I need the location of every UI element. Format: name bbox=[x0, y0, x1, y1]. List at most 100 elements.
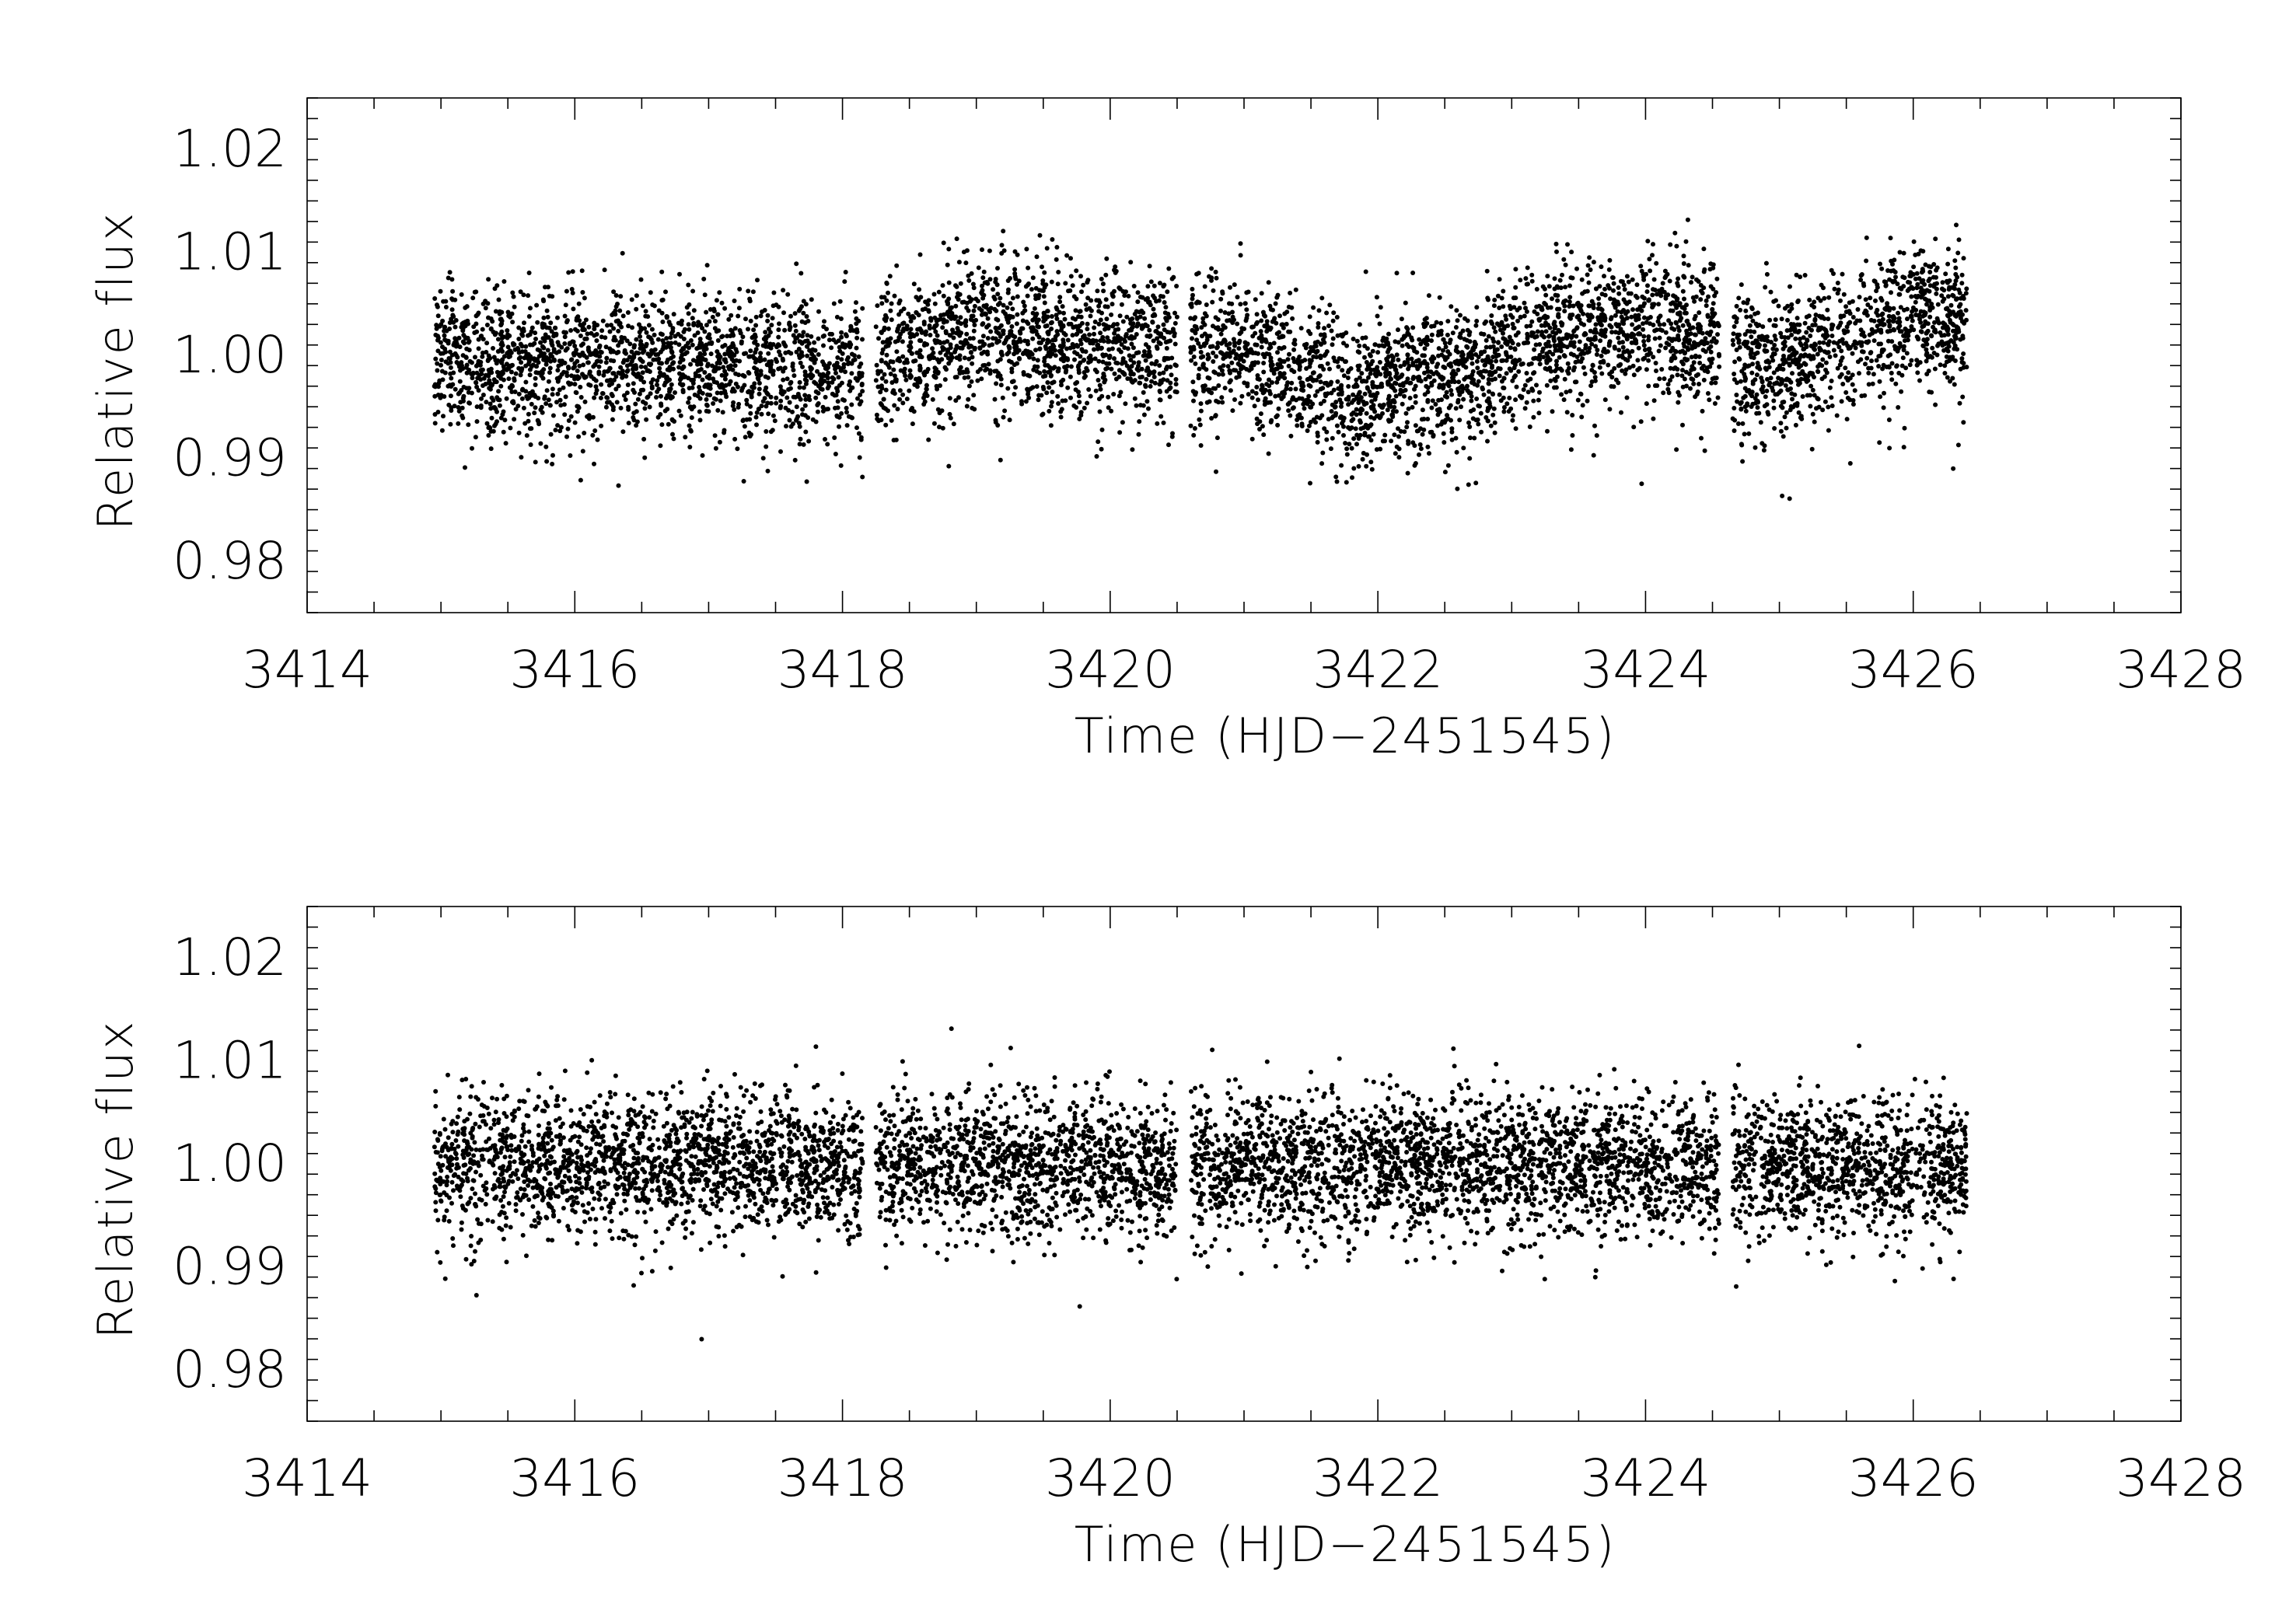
x-tick-label: 3422 bbox=[1312, 640, 1443, 700]
data-point bbox=[1568, 275, 1574, 281]
data-point bbox=[1306, 383, 1312, 388]
data-point bbox=[480, 354, 485, 359]
data-point bbox=[1027, 373, 1033, 379]
data-point bbox=[1128, 372, 1134, 377]
data-point bbox=[1012, 267, 1018, 272]
data-point bbox=[1336, 364, 1341, 369]
data-point bbox=[535, 347, 540, 352]
data-point bbox=[1701, 377, 1707, 383]
data-point bbox=[778, 352, 783, 358]
data-point bbox=[519, 455, 524, 460]
data-point bbox=[1493, 329, 1498, 334]
data-point bbox=[595, 437, 600, 442]
data-point bbox=[697, 353, 703, 358]
data-point bbox=[1279, 322, 1284, 327]
data-point bbox=[766, 327, 771, 332]
data-point bbox=[813, 395, 819, 400]
data-point bbox=[492, 332, 498, 337]
data-point bbox=[1148, 383, 1153, 389]
data-point bbox=[972, 323, 977, 327]
data-point bbox=[956, 328, 961, 334]
data-point bbox=[1670, 308, 1676, 313]
data-point bbox=[510, 320, 515, 325]
data-point bbox=[1054, 245, 1060, 250]
data-point bbox=[892, 293, 897, 299]
data-point bbox=[879, 330, 884, 335]
data-point bbox=[1202, 284, 1207, 289]
data-point bbox=[772, 418, 778, 424]
data-point bbox=[516, 325, 522, 330]
data-point bbox=[1453, 406, 1459, 411]
data-point bbox=[1311, 305, 1316, 310]
data-point bbox=[652, 332, 657, 337]
data-point bbox=[914, 384, 920, 390]
data-point bbox=[671, 366, 676, 372]
data-point bbox=[488, 425, 493, 431]
data-point bbox=[562, 313, 568, 319]
data-point bbox=[704, 397, 709, 402]
data-point bbox=[484, 350, 489, 355]
data-point bbox=[1086, 360, 1091, 365]
data-point bbox=[1082, 357, 1087, 362]
data-point bbox=[1079, 289, 1084, 295]
data-point bbox=[1676, 283, 1681, 288]
data-point bbox=[562, 341, 568, 346]
data-point bbox=[898, 309, 903, 314]
data-point bbox=[1335, 379, 1340, 384]
data-point bbox=[1174, 284, 1179, 288]
data-point bbox=[599, 334, 604, 340]
data-point bbox=[1597, 365, 1602, 370]
data-point bbox=[1616, 285, 1621, 290]
data-point bbox=[442, 346, 448, 351]
data-point bbox=[646, 323, 652, 328]
data-point bbox=[707, 336, 712, 341]
data-point bbox=[643, 309, 648, 314]
data-point bbox=[610, 393, 615, 399]
data-point bbox=[834, 413, 840, 418]
data-point bbox=[961, 342, 966, 348]
data-point bbox=[1483, 362, 1488, 368]
data-point bbox=[822, 333, 826, 338]
data-point bbox=[438, 288, 443, 294]
data-point bbox=[1456, 367, 1461, 372]
data-point bbox=[453, 386, 458, 392]
data-point bbox=[760, 456, 766, 461]
data-point bbox=[882, 372, 887, 377]
data-point bbox=[1239, 393, 1245, 399]
data-point bbox=[801, 385, 806, 390]
data-point bbox=[1017, 329, 1022, 334]
data-point bbox=[1101, 288, 1106, 294]
data-point bbox=[1288, 290, 1293, 295]
data-point bbox=[1372, 342, 1378, 348]
data-point bbox=[825, 442, 830, 447]
data-point bbox=[982, 311, 987, 316]
data-point bbox=[838, 463, 844, 468]
data-point bbox=[1033, 316, 1037, 321]
data-point bbox=[1680, 288, 1686, 294]
data-point bbox=[728, 379, 733, 384]
data-point bbox=[1398, 428, 1403, 434]
data-point bbox=[488, 401, 493, 407]
data-point bbox=[1333, 400, 1339, 405]
data-point bbox=[550, 452, 555, 458]
data-point bbox=[1404, 325, 1410, 330]
data-point bbox=[900, 328, 906, 334]
data-point bbox=[986, 307, 991, 313]
data-point bbox=[1393, 363, 1398, 369]
data-point bbox=[1354, 442, 1359, 447]
data-point bbox=[1222, 386, 1228, 391]
data-point bbox=[436, 384, 441, 390]
data-point bbox=[1350, 475, 1354, 480]
data-point bbox=[1218, 296, 1224, 302]
data-point bbox=[690, 288, 696, 294]
data-point bbox=[669, 417, 675, 422]
data-point bbox=[491, 428, 496, 434]
data-point bbox=[1209, 266, 1214, 271]
data-point bbox=[711, 309, 717, 314]
data-point bbox=[1157, 397, 1162, 403]
data-point bbox=[1537, 390, 1542, 395]
data-point bbox=[902, 360, 907, 365]
data-point bbox=[1346, 384, 1351, 389]
data-point bbox=[1141, 403, 1146, 408]
data-point bbox=[1043, 316, 1048, 322]
